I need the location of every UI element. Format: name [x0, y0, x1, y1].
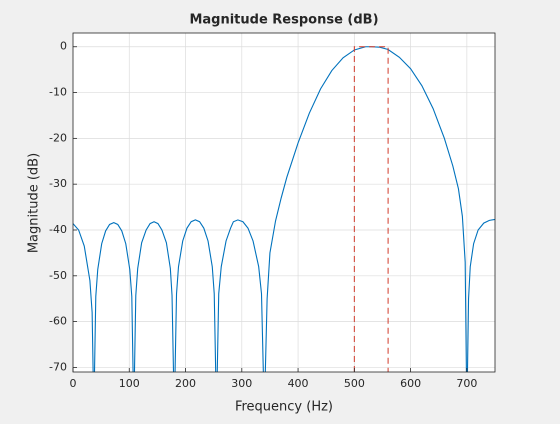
marks [73, 46, 495, 372]
y-tick-label: 0 [60, 40, 67, 53]
x-tick-label: 300 [231, 377, 252, 390]
x-tick-label: 100 [119, 377, 140, 390]
y-tick-label: -60 [49, 315, 67, 328]
labels: 0 100 200 300 400 500 600 700 0 -10 -20 -30 -40 -50 -6… [49, 40, 477, 390]
x-tick-label: 400 [288, 377, 309, 390]
plot-area [73, 33, 495, 372]
passband-bound [353, 46, 389, 372]
y-tick-label: -30 [49, 177, 67, 190]
chart-title: Magnitude Response (dB) [189, 13, 378, 28]
x-tick-label: 700 [456, 377, 477, 390]
x-axis-label: Frequency (Hz) [235, 400, 333, 415]
x-tick-label: 600 [400, 377, 421, 390]
y-tick-label: -70 [49, 360, 67, 373]
x-tick-label: 0 [70, 377, 77, 390]
y-tick-label: -50 [49, 269, 67, 282]
x-tick-label: 500 [344, 377, 365, 390]
y-tick-label: -10 [49, 86, 67, 99]
x-tick-label: 200 [175, 377, 196, 390]
response-line [73, 46, 495, 372]
y-tick-label: -20 [49, 131, 67, 144]
y-axis-label: Magnitude (dB) [27, 153, 42, 253]
y-tick-label: -40 [49, 223, 67, 236]
axes-box [72, 32, 496, 373]
